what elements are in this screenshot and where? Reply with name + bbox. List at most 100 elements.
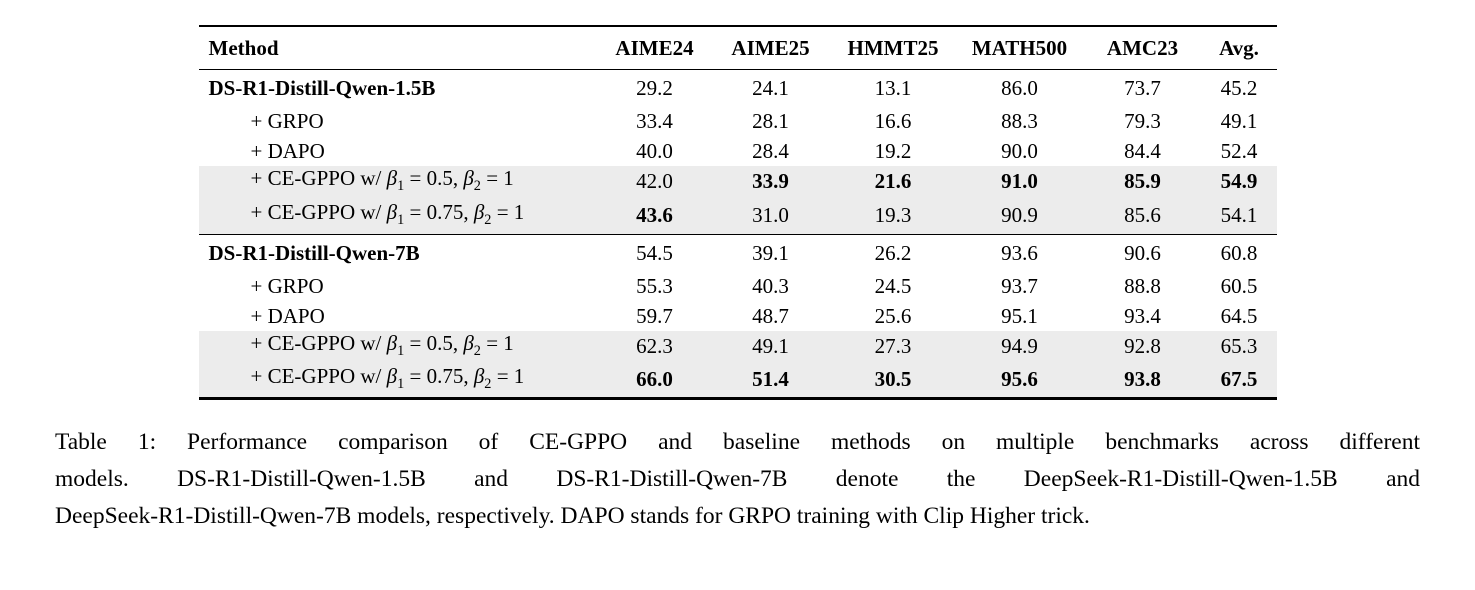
value-cell: 27.3	[830, 331, 956, 361]
value-cell: 55.3	[636, 273, 673, 298]
value-cell: 16.6	[874, 108, 912, 133]
value-cell: 54.9	[1201, 166, 1277, 196]
value-cell: 92.8	[1083, 331, 1202, 361]
value-cell: 64.5	[1220, 303, 1258, 328]
value-cell: 95.6	[955, 361, 1084, 399]
method-cell: + CE-GPPO w/ β1 = 0.5, β2 = 1	[198, 166, 599, 196]
table-row: DS-R1-Distill-Qwen-1.5B 29.2 24.1 13.1 86.0 7…	[199, 70, 1277, 107]
value-cell: 24.1	[752, 75, 789, 100]
method-label-segment: = 0.5,	[404, 166, 464, 191]
table-row: + CE-GPPO w/ β1 = 0.5, β2 = 1 42.0 33.9 21.…	[198, 166, 1277, 196]
value-cell: 52.4	[1220, 138, 1258, 163]
method-label-segment: + CE-GPPO w/	[250, 200, 387, 225]
caption-line: Table 1: Performance comparison of CE-GP…	[55, 429, 1420, 455]
value-cell: 54.1	[1201, 196, 1277, 235]
value-cell: 49.1	[710, 331, 831, 361]
value-cell: 54.5	[598, 234, 711, 271]
table-row: + GRPO 33.4 28.1 16.6 88.3 79.3 49.1	[199, 106, 1277, 136]
value-cell: 85.9	[1083, 166, 1202, 196]
method-label-segment: β	[473, 364, 485, 389]
header-row: Method AIME24 AIME25 HMMT25 MATH500 AMC23 Avg.	[198, 26, 1277, 70]
table-caption: Table 1: Performance comparison of CE-GP…	[55, 424, 1420, 535]
method-label-segment: β	[463, 166, 474, 191]
value-cell: 73.7	[1124, 75, 1161, 100]
value-cell: 48.7	[752, 303, 789, 328]
method-cell: + DAPO	[199, 301, 599, 331]
value-cell: 93.6	[955, 234, 1084, 271]
value-cell: 94.9	[955, 331, 1084, 361]
value-cell: 90.9	[955, 196, 1084, 235]
column-header: AIME24	[598, 26, 711, 70]
method-label-segment: β	[463, 331, 474, 356]
column-header: AMC23	[1083, 26, 1202, 70]
value-cell: 39.1	[710, 234, 831, 271]
value-cell: 90.0	[1001, 138, 1038, 163]
method-label-segment: + GRPO	[250, 108, 324, 133]
value-cell: 65.3	[1201, 331, 1277, 361]
method-label-segment: + GRPO	[250, 273, 324, 298]
method-label-segment: DS-R1-Distill-Qwen-1.5B	[208, 75, 436, 100]
method-label-segment: = 1	[480, 166, 514, 191]
value-cell: 25.6	[874, 303, 912, 328]
method-cell: + CE-GPPO w/ β1 = 0.75, β2 = 1	[198, 196, 599, 235]
table-row: + DAPO 59.7 48.7 25.6 95.1 93.4 64.5	[199, 301, 1277, 331]
value-cell: 40.3	[752, 273, 789, 298]
method-label-segment: β	[386, 166, 398, 191]
method-cell: + GRPO	[199, 106, 599, 136]
value-cell: 60.5	[1220, 273, 1258, 298]
method-label-segment: + DAPO	[250, 138, 325, 163]
value-cell: 93.7	[1001, 273, 1038, 298]
method-label-segment: 1	[397, 343, 405, 360]
method-label-segment: 2	[484, 212, 492, 229]
method-label-segment: + CE-GPPO w/	[250, 364, 387, 389]
value-cell: 28.1	[752, 108, 789, 133]
value-cell: 62.3	[598, 331, 711, 361]
method-label-segment: DS-R1-Distill-Qwen-7B	[208, 240, 420, 265]
method-label-segment: = 0.75,	[404, 364, 474, 389]
value-cell: 93.8	[1083, 361, 1202, 399]
method-label-segment: β	[386, 200, 398, 225]
value-cell: 19.3	[830, 196, 956, 235]
method-label-segment: = 1	[491, 200, 525, 225]
method-label-segment: = 1	[480, 331, 514, 356]
column-header: AIME25	[710, 26, 831, 70]
column-header: MATH500	[955, 26, 1084, 70]
method-cell: + CE-GPPO w/ β1 = 0.5, β2 = 1	[198, 331, 599, 361]
value-cell: 85.6	[1083, 196, 1202, 235]
value-cell: 28.4	[752, 138, 789, 163]
value-cell: 30.5	[830, 361, 956, 399]
method-cell: + DAPO	[199, 136, 599, 166]
value-cell: 67.5	[1201, 361, 1277, 399]
value-cell: 24.5	[874, 273, 912, 298]
value-cell: 49.1	[1220, 108, 1258, 133]
table-row: + DAPO 40.0 28.4 19.2 90.0 84.4 52.4	[199, 136, 1277, 166]
caption-line: models. DS-R1-Distill-Qwen-1.5B and DS-R…	[55, 466, 1420, 492]
value-cell: 45.2	[1220, 75, 1258, 100]
value-cell: 33.9	[710, 166, 831, 196]
value-cell: 21.6	[830, 166, 956, 196]
method-label-segment: β	[386, 331, 398, 356]
value-cell: 60.8	[1201, 234, 1277, 271]
method-label-segment: + CE-GPPO w/	[250, 331, 387, 356]
method-label-segment: 2	[473, 343, 481, 360]
value-cell: 40.0	[636, 138, 673, 163]
method-label-segment: 2	[484, 376, 492, 393]
column-header: Method	[198, 26, 599, 70]
value-cell: 91.0	[955, 166, 1084, 196]
table-row: + CE-GPPO w/ β1 = 0.75, β2 = 1 43.6 31.0 19…	[198, 196, 1277, 235]
value-cell: 90.6	[1083, 234, 1202, 271]
value-cell: 43.6	[598, 196, 711, 235]
method-label-segment: 1	[397, 178, 405, 195]
results-table: Method AIME24 AIME25 HMMT25 MATH500 AMC23 Avg.…	[198, 25, 1277, 400]
value-cell: 59.7	[636, 303, 673, 328]
method-cell: DS-R1-Distill-Qwen-1.5B	[199, 70, 599, 107]
method-label-segment: 1	[397, 212, 405, 229]
table-row: DS-R1-Distill-Qwen-7B 54.5 39.1 26.2 93.6 90.…	[198, 234, 1277, 271]
table-body: DS-R1-Distill-Qwen-1.5B 29.2 24.1 13.1 86.0 7…	[198, 70, 1277, 399]
results-table-container: Method AIME24 AIME25 HMMT25 MATH500 AMC23 Avg.…	[198, 25, 1277, 400]
column-header: Avg.	[1201, 26, 1277, 70]
value-cell: 84.4	[1124, 138, 1161, 163]
value-cell: 33.4	[636, 108, 673, 133]
method-label-segment: = 0.5,	[404, 331, 464, 356]
value-cell: 31.0	[710, 196, 831, 235]
